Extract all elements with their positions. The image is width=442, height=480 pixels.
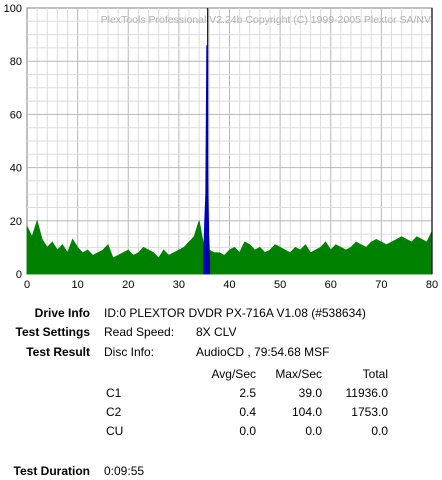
row-cu-total: 0.0 <box>371 424 388 438</box>
marker-lines <box>207 8 433 274</box>
row-cu-avg: 0.0 <box>239 424 256 438</box>
x-tick-label: 60 <box>325 279 337 291</box>
y-tick-label: 40 <box>10 163 22 175</box>
x-tick-labels: 0 10 20 30 40 50 60 70 80 <box>24 279 438 291</box>
drive-info-label: Drive Info <box>34 306 90 320</box>
column-header-total: Total <box>362 367 388 381</box>
read-speed-label: Read Speed: <box>104 325 175 339</box>
row-c1-name: C1 <box>106 386 122 400</box>
row-c1-avg: 2.5 <box>239 386 256 400</box>
test-duration-value: 0:09:55 <box>104 464 145 478</box>
test-result-label: Test Result <box>26 345 90 359</box>
read-speed-value: 8X CLV <box>196 325 237 339</box>
y-tick-label: 0 <box>16 269 22 281</box>
x-tick-label: 50 <box>274 279 286 291</box>
y-tick-label: 80 <box>10 56 22 68</box>
row-c2-avg: 0.4 <box>239 405 256 419</box>
series-0-area <box>26 219 433 275</box>
test-duration-label: Test Duration <box>13 464 90 478</box>
row-cu-name: CU <box>106 424 124 438</box>
y-tick-label: 60 <box>10 109 22 121</box>
row-c1-total: 11936.0 <box>345 386 389 400</box>
column-header-max: Max/Sec <box>275 367 322 381</box>
x-tick-label: 80 <box>426 279 438 291</box>
drive-info-value: ID:0 PLEXTOR DVDR PX-716A V1.08 (#538634… <box>104 306 366 320</box>
row-c2-max: 104.0 <box>291 405 322 419</box>
row-c2-name: C2 <box>106 405 122 419</box>
error-rate-chart: PlexTools Professional V2.24b Copyright … <box>4 3 438 291</box>
row-c1-max: 39.0 <box>298 386 322 400</box>
grid-lines <box>27 8 432 274</box>
x-tick-label: 10 <box>72 279 84 291</box>
row-cu-max: 0.0 <box>305 424 322 438</box>
x-tick-label: 70 <box>375 279 387 291</box>
x-tick-label: 0 <box>24 279 30 291</box>
y-tick-label: 20 <box>10 216 22 228</box>
y-tick-labels: 0 20 40 60 80 100 <box>4 3 22 281</box>
disc-info-value: AudioCD , 79:54.68 MSF <box>196 345 330 359</box>
x-tick-label: 40 <box>223 279 235 291</box>
row-c2-total: 1753.0 <box>351 405 388 419</box>
disc-info-label: Disc Info: <box>104 345 155 359</box>
x-tick-label: 30 <box>173 279 185 291</box>
test-settings-label: Test Settings <box>15 325 90 339</box>
y-tick-label: 100 <box>4 3 22 15</box>
watermark-text: PlexTools Professional V2.24b Copyright … <box>101 14 431 26</box>
column-header-avg: Avg/Sec <box>211 367 256 381</box>
x-tick-label: 20 <box>122 279 134 291</box>
